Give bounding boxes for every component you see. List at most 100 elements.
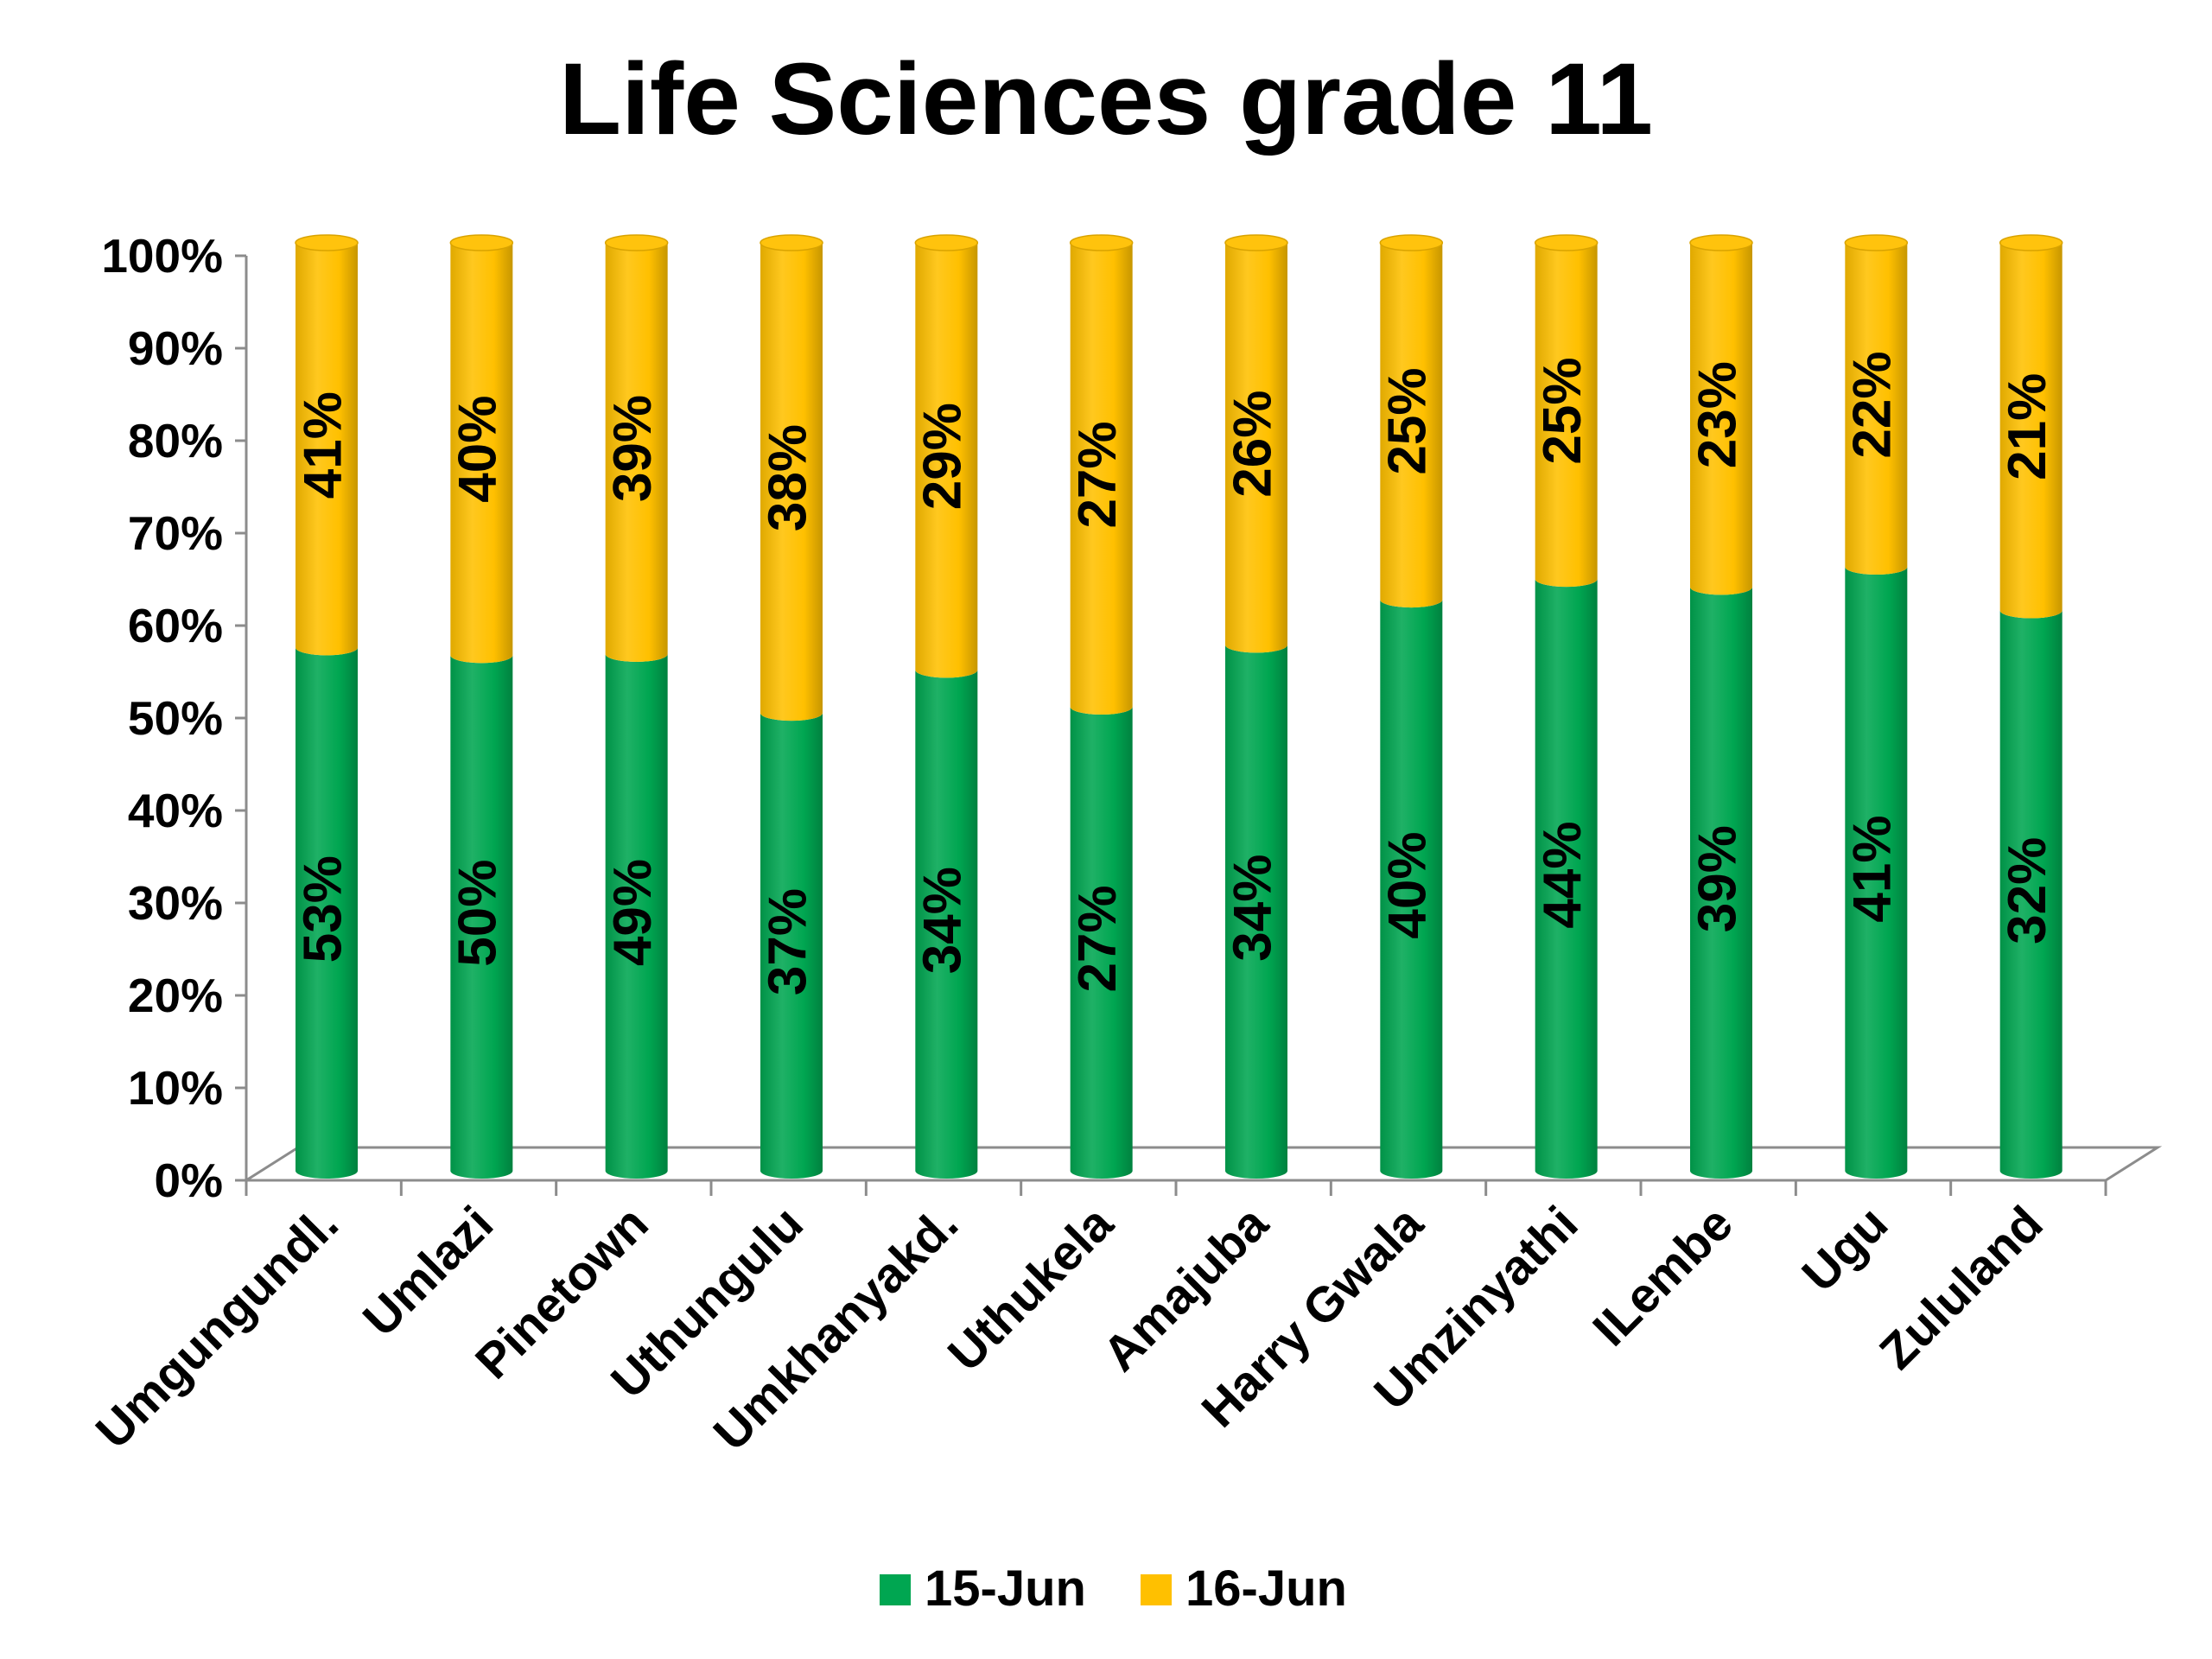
bar-15-Jun-ILembe: [1690, 587, 1752, 1179]
bar-body: [296, 243, 358, 656]
bars: [295, 234, 2063, 1179]
bar-cap: [1224, 234, 1288, 251]
bar-cap: [760, 234, 823, 251]
y-tick-label: 20%: [128, 969, 223, 1022]
y-tick-label: 10%: [128, 1061, 223, 1115]
data-label: 23%: [1688, 361, 1747, 468]
bar-body: [1535, 579, 1598, 1179]
x-category-label: Umgungundl.: [86, 1196, 349, 1459]
data-label: 27%: [1068, 885, 1128, 992]
bar-15-Jun-Uthungulu: [760, 713, 823, 1179]
bar-15-Jun-Umzinyathi: [1535, 579, 1598, 1179]
bar-15-Jun-Umkhanyakd.: [915, 670, 978, 1179]
bar-body: [915, 243, 978, 678]
data-label: 27%: [1068, 421, 1128, 528]
bar-15-Jun-Ugu: [1845, 567, 1908, 1179]
bar-15-Jun-Harry Gwala: [1380, 600, 1443, 1179]
bar-16-Jun-Umlazi: [449, 234, 514, 664]
legend: 15-Jun 16-Jun: [880, 1560, 1347, 1617]
legend-item-15-Jun: 15-Jun: [880, 1560, 1086, 1617]
legend-label: 15-Jun: [925, 1560, 1086, 1617]
y-tick-label: 70%: [128, 506, 223, 560]
bar-body: [1999, 243, 2063, 619]
bar-cap: [295, 234, 359, 251]
bar-cap: [914, 234, 979, 251]
y-tick-label: 40%: [128, 784, 223, 837]
bar-cap: [1844, 234, 1909, 251]
legend-swatch: [880, 1574, 911, 1605]
bar-body: [605, 243, 668, 662]
bar-16-Jun-Umgungundl.: [295, 234, 359, 656]
x-category-label: Umlazi: [353, 1196, 504, 1347]
bar-16-Jun-ILembe: [1689, 234, 1753, 595]
bar-body: [450, 655, 513, 1179]
bar-cap: [1689, 234, 1753, 251]
bar-15-Jun-Umlazi: [450, 655, 513, 1179]
data-label: 26%: [1223, 391, 1282, 498]
legend-swatch: [1141, 1574, 1172, 1605]
bar-body: [450, 243, 513, 664]
bar-15-Jun-Amajuba: [1225, 645, 1287, 1179]
bar-body: [1845, 567, 1908, 1179]
bar-15-Jun-Umgungundl.: [296, 647, 358, 1179]
bar-15-Jun-Uthukela: [1070, 707, 1133, 1179]
data-label: 37%: [758, 888, 817, 995]
data-label: 38%: [758, 424, 817, 531]
x-category-label: Uthukela: [938, 1195, 1124, 1382]
bar-body: [1690, 243, 1752, 595]
bar-16-Jun-Ugu: [1844, 234, 1909, 575]
bar-body: [1845, 243, 1908, 575]
bar-cap: [449, 234, 514, 251]
y-tick-label: 50%: [128, 691, 223, 745]
data-label: 41%: [293, 391, 353, 499]
bar-body: [1225, 645, 1287, 1179]
bar-body: [760, 243, 823, 721]
data-label: 39%: [603, 395, 663, 502]
x-category-label: Zululand: [1869, 1196, 2053, 1380]
bar-body: [1070, 707, 1133, 1179]
y-tick-label: 100%: [101, 229, 223, 283]
data-label: 21%: [1998, 373, 2057, 480]
bar-cap: [1379, 234, 1444, 251]
data-label: 41%: [1843, 815, 1903, 922]
bar-body: [760, 713, 823, 1179]
data-label: 34%: [913, 867, 973, 974]
chart-title: Life Sciences grade 11: [559, 42, 1653, 156]
bar-15-Jun-Zululand: [1999, 610, 2063, 1179]
data-label: 32%: [1998, 837, 2057, 944]
y-tick-label: 90%: [128, 321, 223, 375]
bar-body: [1535, 243, 1598, 588]
bar-cap: [1534, 234, 1599, 251]
data-label: 40%: [448, 396, 508, 503]
bar-15-Jun-Pinetown: [605, 653, 668, 1179]
data-label: 34%: [1223, 855, 1282, 962]
bar-body: [1225, 243, 1287, 653]
y-tick-label: 30%: [128, 876, 223, 930]
bar-body: [915, 670, 978, 1179]
bar-16-Jun-Uthungulu: [760, 234, 823, 721]
data-label: 44%: [1533, 822, 1592, 929]
data-label: 29%: [913, 403, 973, 510]
x-category-label: Ugu: [1792, 1196, 1899, 1303]
bar-body: [1690, 587, 1752, 1179]
bar-body: [296, 647, 358, 1179]
data-label: 25%: [1533, 358, 1592, 465]
data-label: 22%: [1843, 351, 1903, 458]
bar-16-Jun-Zululand: [1999, 234, 2063, 619]
data-label: 49%: [603, 859, 663, 966]
y-tick-label: 80%: [128, 414, 223, 467]
bar-cap: [604, 234, 669, 251]
bar-16-Jun-Harry Gwala: [1379, 234, 1444, 608]
bar-cap: [1999, 234, 2063, 251]
bar-16-Jun-Pinetown: [604, 234, 669, 662]
y-tick-label: 0%: [155, 1154, 224, 1207]
bar-body: [1070, 243, 1133, 715]
data-label: 25%: [1378, 367, 1438, 474]
bar-16-Jun-Umzinyathi: [1534, 234, 1599, 588]
bar-16-Jun-Uthukela: [1069, 234, 1134, 715]
legend-item-16-Jun: 16-Jun: [1141, 1560, 1347, 1617]
bar-16-Jun-Amajuba: [1224, 234, 1288, 653]
y-tick-label: 60%: [128, 599, 223, 652]
